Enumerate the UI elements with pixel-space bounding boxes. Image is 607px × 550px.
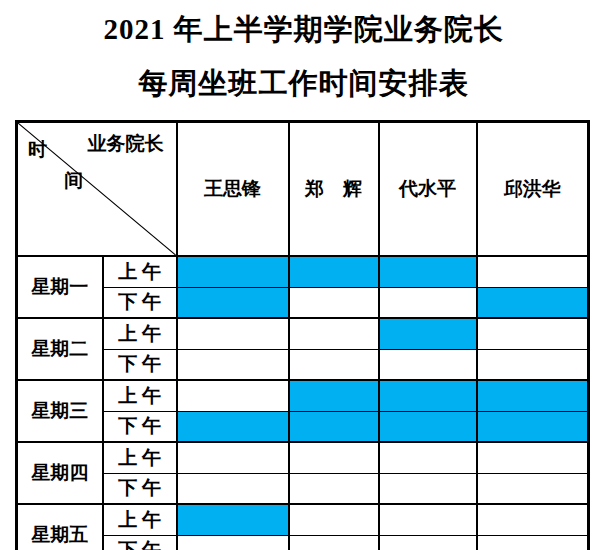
duty-cell: [477, 535, 589, 550]
schedule-row: 星期四上 午: [17, 442, 589, 473]
duty-cell: [379, 535, 477, 550]
corner-label-time-bottom: 间: [64, 168, 83, 194]
duty-cell: [477, 504, 589, 535]
dean-header: 邱洪华: [477, 122, 589, 257]
duty-cell: [289, 504, 379, 535]
duty-cell: [379, 380, 477, 411]
schedule-row: 星期五上 午: [17, 504, 589, 535]
session-label: 下 午: [103, 349, 177, 380]
session-label: 上 午: [103, 442, 177, 473]
day-label: 星期一: [17, 256, 103, 318]
duty-cell: [177, 349, 289, 380]
duty-cell: [177, 473, 289, 504]
duty-cell: [289, 256, 379, 287]
duty-cell: [477, 473, 589, 504]
corner-label-deans: 业务院长: [88, 131, 164, 157]
duty-cell: [177, 504, 289, 535]
duty-cell: [477, 380, 589, 411]
duty-cell: [289, 442, 379, 473]
page-title-line1: 2021 年上半学期学院业务院长: [0, 10, 607, 48]
duty-cell: [177, 380, 289, 411]
duty-cell: [177, 287, 289, 318]
dean-header: 代水平: [379, 122, 477, 257]
duty-cell: [289, 411, 379, 442]
duty-cell: [177, 256, 289, 287]
duty-cell: [477, 318, 589, 349]
session-label: 上 午: [103, 318, 177, 349]
duty-cell: [289, 287, 379, 318]
session-label: 下 午: [103, 535, 177, 550]
page-title-line2: 每周坐班工作时间安排表: [0, 64, 607, 102]
schedule-row: 下 午: [17, 473, 589, 504]
duty-cell: [379, 411, 477, 442]
duty-cell: [477, 411, 589, 442]
duty-cell: [289, 473, 379, 504]
header-row: 业务院长 时 间 王思锋郑 辉代水平邱洪华: [17, 122, 589, 257]
duty-cell: [379, 287, 477, 318]
duty-cell: [177, 318, 289, 349]
duty-cell: [477, 256, 589, 287]
schedule-row: 下 午: [17, 349, 589, 380]
schedule-row: 下 午: [17, 535, 589, 550]
day-label: 星期三: [17, 380, 103, 442]
duty-cell: [379, 504, 477, 535]
session-label: 下 午: [103, 473, 177, 504]
schedule-row: 星期二上 午: [17, 318, 589, 349]
corner-cell: 业务院长 时 间: [17, 122, 177, 257]
duty-cell: [289, 318, 379, 349]
session-label: 上 午: [103, 256, 177, 287]
duty-cell: [477, 287, 589, 318]
session-label: 上 午: [103, 504, 177, 535]
schedule-row: 星期一上 午: [17, 256, 589, 287]
page: 2021 年上半学期学院业务院长 每周坐班工作时间安排表 业务院长 时 间 王思…: [0, 10, 607, 550]
duty-cell: [177, 411, 289, 442]
session-label: 下 午: [103, 411, 177, 442]
duty-cell: [379, 442, 477, 473]
session-label: 上 午: [103, 380, 177, 411]
schedule-row: 下 午: [17, 287, 589, 318]
duty-cell: [379, 473, 477, 504]
duty-cell: [289, 535, 379, 550]
day-label: 星期二: [17, 318, 103, 380]
schedule-row: 下 午: [17, 411, 589, 442]
duty-cell: [477, 442, 589, 473]
duty-cell: [379, 349, 477, 380]
duty-cell: [177, 535, 289, 550]
session-label: 下 午: [103, 287, 177, 318]
duty-cell: [289, 380, 379, 411]
day-label: 星期五: [17, 504, 103, 550]
corner-label-time-top: 时: [28, 137, 47, 163]
schedule-row: 星期三上 午: [17, 380, 589, 411]
dean-header: 王思锋: [177, 122, 289, 257]
duty-cell: [379, 318, 477, 349]
dean-header: 郑 辉: [289, 122, 379, 257]
duty-cell: [289, 349, 379, 380]
duty-cell: [477, 349, 589, 380]
day-label: 星期四: [17, 442, 103, 504]
duty-cell: [379, 256, 477, 287]
duty-cell: [177, 442, 289, 473]
schedule-table: 业务院长 时 间 王思锋郑 辉代水平邱洪华 星期一上 午下 午星期二上 午下 午…: [15, 120, 590, 550]
